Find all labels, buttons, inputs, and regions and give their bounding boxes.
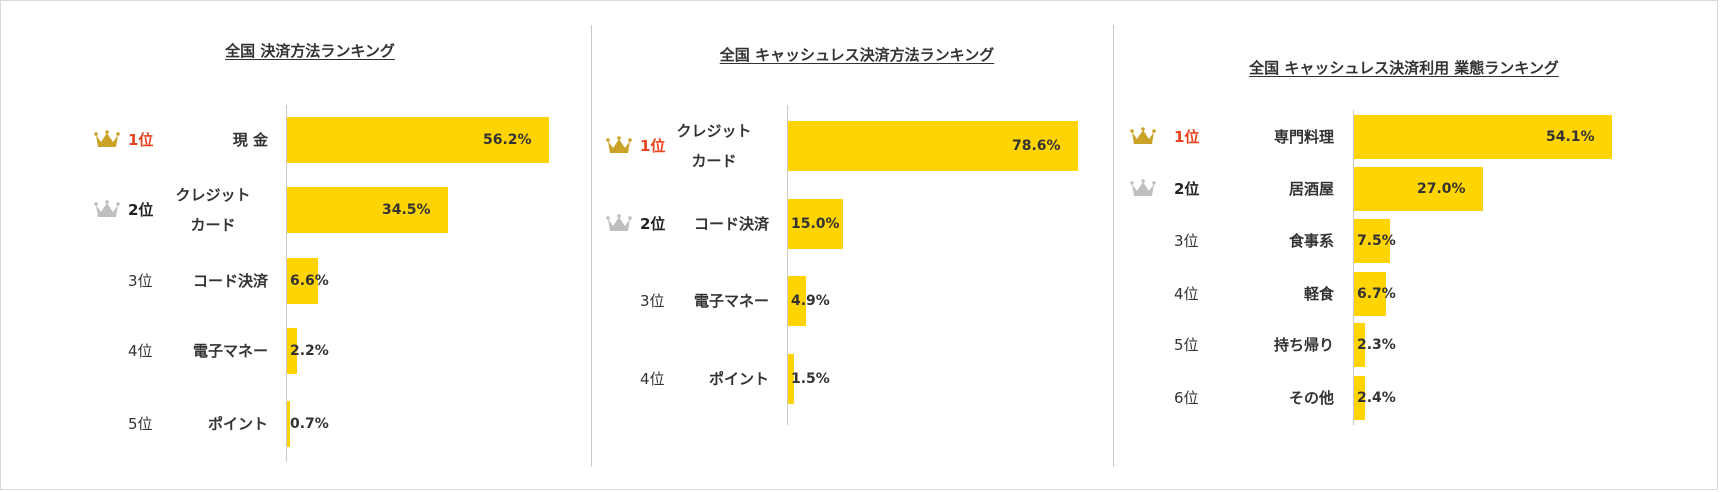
category-label: 電子マネー: [693, 292, 769, 310]
value-label: 78.6%: [1012, 138, 1061, 154]
category-label: 居酒屋: [1288, 180, 1334, 198]
category-label: 現 金: [232, 131, 268, 149]
bar: [788, 199, 843, 249]
bar: [1354, 219, 1390, 263]
value-label: 54.1%: [1546, 129, 1595, 145]
bar: [1354, 323, 1365, 367]
category-label: ポイント: [207, 415, 268, 433]
rank-label: 3位: [128, 272, 153, 290]
value-label: 6.6%: [290, 273, 329, 289]
silver-crown-icon: [1130, 179, 1156, 199]
value-label: 2.3%: [1357, 337, 1396, 353]
category-axis: [787, 105, 788, 425]
chart-title: 全国 決済方法ランキング: [225, 42, 395, 60]
cashless-business-type-ranking-chart: 全国 キャッシュレス決済利用 業態ランキング 1位 専門料理 54.1% 2位 居酒屋 2…: [1114, 0, 1714, 492]
bar: [1354, 115, 1612, 159]
value-label: 4.9%: [791, 293, 830, 309]
category-axis: [286, 105, 287, 462]
bar: [287, 117, 549, 163]
rank-label: 2位: [1174, 180, 1200, 198]
rank-label: 2位: [640, 215, 666, 233]
value-label: 34.5%: [382, 202, 431, 218]
category-label: クレジット カード: [676, 122, 752, 170]
value-label: 56.2%: [483, 132, 532, 148]
rank-label: 5位: [128, 415, 153, 433]
rank-label: 4位: [640, 370, 665, 388]
value-label: 15.0%: [791, 216, 840, 232]
bar: [287, 401, 290, 447]
gold-crown-icon: [94, 130, 120, 150]
silver-crown-icon: [94, 200, 120, 220]
category-label: コード決済: [192, 272, 268, 290]
rank-label: 6位: [1174, 389, 1199, 407]
bar: [1354, 376, 1365, 420]
bar: [287, 328, 297, 374]
value-label: 2.4%: [1357, 390, 1396, 406]
category-label: ポイント: [708, 370, 769, 388]
rank-label: 1位: [128, 131, 154, 149]
category-label: その他: [1288, 389, 1334, 407]
chart-title: 全国 キャッシュレス決済方法ランキング: [719, 46, 995, 64]
bar: [788, 276, 806, 326]
cashless-method-ranking-chart: 全国 キャッシュレス決済方法ランキング 1位 クレジット カード 78.6% 2位 コー…: [592, 0, 1112, 492]
bar: [788, 121, 1078, 171]
category-label: コード決済: [693, 215, 769, 233]
rank-label: 3位: [640, 292, 665, 310]
category-label: 電子マネー: [192, 342, 268, 360]
category-label: 専門料理: [1273, 128, 1334, 146]
value-label: 27.0%: [1417, 181, 1466, 197]
rank-label: 5位: [1174, 336, 1199, 354]
panel-divider: [1113, 25, 1114, 467]
value-label: 6.7%: [1357, 286, 1396, 302]
panel-divider: [591, 25, 592, 467]
category-label: 持ち帰り: [1273, 336, 1334, 354]
rank-label: 4位: [1174, 285, 1199, 303]
bar: [1354, 167, 1483, 211]
payment-method-ranking-chart: 全国 決済方法ランキング 1位 現 金 56.2% 2位 クレジット カード 34.5% 3…: [0, 0, 560, 492]
rank-label: 2位: [128, 201, 154, 219]
bar: [287, 258, 318, 304]
rank-label: 4位: [128, 342, 153, 360]
value-label: 1.5%: [791, 371, 830, 387]
gold-crown-icon: [606, 136, 632, 156]
chart-title: 全国 キャッシュレス決済利用 業態ランキング: [1249, 59, 1559, 77]
bar: [788, 354, 794, 404]
gold-crown-icon: [1130, 127, 1156, 147]
category-label: クレジット カード: [175, 186, 251, 234]
value-label: 7.5%: [1357, 233, 1396, 249]
rank-label: 1位: [640, 137, 666, 155]
value-label: 2.2%: [290, 343, 329, 359]
category-axis: [1353, 110, 1354, 425]
rank-label: 3位: [1174, 232, 1199, 250]
bar: [1354, 272, 1386, 316]
category-label: 食事系: [1288, 232, 1334, 250]
value-label: 0.7%: [290, 416, 329, 432]
category-label: 軽食: [1303, 285, 1334, 303]
silver-crown-icon: [606, 214, 632, 234]
bar: [287, 187, 448, 233]
rank-label: 1位: [1174, 128, 1200, 146]
